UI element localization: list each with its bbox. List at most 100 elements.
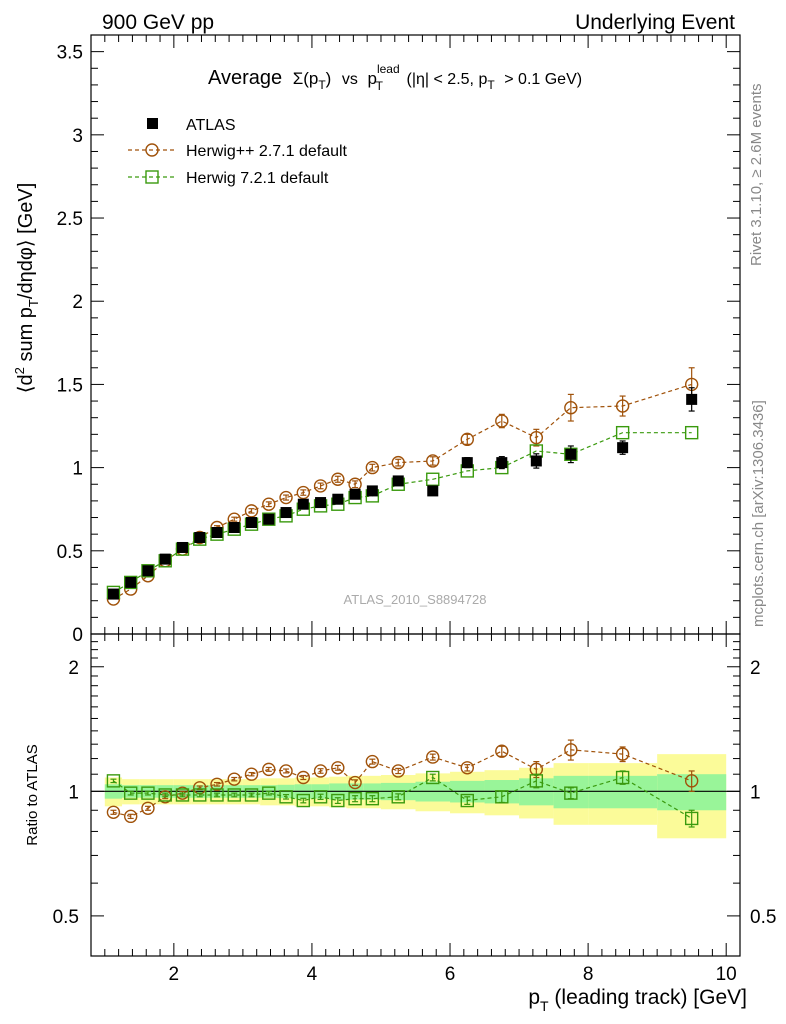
main-point-herwigpp <box>313 479 328 493</box>
ratio-point-herwigpp <box>244 767 259 781</box>
main-panel: 0 0.5 1 1.5 2 2.5 3 3.5 ATLAS_2010_S8894728 Ave… <box>12 34 741 646</box>
main-y-tick-label: 0.5 <box>57 542 83 563</box>
main-point-herwigpp <box>244 504 259 518</box>
main-point-herwigpp <box>564 401 578 415</box>
main-point-atlas <box>142 565 154 577</box>
main-point-herwigpp <box>365 460 380 475</box>
main-point-atlas <box>176 541 188 553</box>
main-point-atlas <box>246 517 258 529</box>
ratio-point-herwigpp <box>460 761 474 775</box>
main-point-atlas <box>211 527 223 539</box>
xlabel-p: p <box>528 986 540 1009</box>
ratio-point-herwigpp <box>106 805 121 819</box>
main-y-tick-label: 1 <box>72 459 83 480</box>
ratio-point-herwig7 <box>106 774 121 788</box>
ratio-x-tick-label: 4 <box>307 964 318 985</box>
title-sigma-sub: T <box>318 78 326 92</box>
ratio-point-herwig7 <box>684 811 699 826</box>
ratio-x-tick-label: 8 <box>583 964 594 985</box>
ratio-point-herwigpp <box>279 764 293 778</box>
main-point-herwigpp <box>426 454 440 468</box>
ratio-frame <box>90 633 741 957</box>
title-average: Average <box>208 67 282 89</box>
ratio-point-herwigpp <box>495 744 509 758</box>
main-point-herwigpp <box>296 485 311 500</box>
main-point-atlas <box>530 455 542 467</box>
ratio-point-herwigpp <box>365 754 380 769</box>
main-point-atlas <box>228 522 240 534</box>
ratio-point-herwigpp <box>331 761 345 775</box>
main-point-atlas <box>461 457 473 469</box>
main-point-herwig7 <box>262 512 276 526</box>
main-point-herwigpp <box>279 490 293 505</box>
ratio-point-herwig7 <box>391 790 405 804</box>
ylabel-a: ⟨d <box>15 374 37 393</box>
main-point-atlas <box>107 588 119 600</box>
watermark: ATLAS_2010_S8894728 <box>344 592 487 607</box>
ratio-point-herwig7 <box>365 791 380 806</box>
main-point-herwigpp <box>348 477 362 491</box>
ratio-point-herwigpp <box>227 772 241 786</box>
ratio-point-herwigpp <box>615 747 630 761</box>
header-left: 900 GeV pp <box>102 11 214 34</box>
ratio-point-herwig7 <box>296 793 311 808</box>
rivet-label: Rivet 3.1.10, ≥ 2.6M events <box>748 84 765 267</box>
main-y-tick-label: 2 <box>72 292 83 313</box>
ratio-point-herwig7 <box>495 790 509 804</box>
ratio-point-herwig7 <box>141 786 155 800</box>
ratio-point-herwigpp <box>296 770 311 785</box>
main-point-atlas <box>194 531 206 543</box>
title-vs: vs <box>342 71 358 88</box>
ratio-point-herwig7 <box>313 790 328 804</box>
ratio-point-herwigpp <box>564 743 578 757</box>
main-point-herwigpp <box>460 432 474 447</box>
ratio-point-herwigpp <box>348 775 362 790</box>
ratio-point-herwig7 <box>426 770 440 785</box>
main-point-herwig7 <box>615 425 630 440</box>
ylabel-b: sum p <box>15 307 37 367</box>
ratio-point-herwig7 <box>193 788 207 802</box>
main-point-atlas <box>686 393 698 405</box>
title-p: p <box>367 69 376 88</box>
main-point-atlas <box>427 485 439 497</box>
main-point-atlas <box>366 485 378 497</box>
title-sigma-close: ) <box>326 69 332 88</box>
header-right: Underlying Event <box>575 11 735 34</box>
ratio-y-tick-label: 2 <box>68 658 79 679</box>
ratio-point-herwigpp <box>210 777 224 791</box>
ratio-point-herwig7 <box>262 786 276 800</box>
ylabel-sub: T <box>26 299 41 307</box>
ratio-point-herwigpp <box>313 764 328 778</box>
mcplots-label: mcplots.cern.ch [arXiv:1306.3436] <box>750 400 767 627</box>
main-point-herwigpp <box>331 472 345 486</box>
ratio-point-herwig7 <box>244 788 259 802</box>
title-cut2: > 0.1 GeV) <box>504 71 582 88</box>
main-point-herwig7 <box>426 472 440 486</box>
ratio-series-line-1 <box>113 776 693 819</box>
main-y-tick-label: 1.5 <box>57 375 83 396</box>
ratio-x-tick-label: 10 <box>716 964 737 985</box>
main-point-atlas <box>280 507 292 519</box>
ratio-point-herwig7 <box>331 793 345 808</box>
main-title: Average Σ(pT) vs plead T (|η| < 2.5, pT >… <box>208 62 582 95</box>
main-point-herwig7 <box>123 575 138 590</box>
title-p-sup: lead <box>377 62 400 76</box>
ratio-point-herwig7 <box>175 788 190 802</box>
legend-herwig7-marker <box>145 170 159 184</box>
ratio-point-herwigpp <box>684 774 699 788</box>
ratio-x-tick-label: 2 <box>169 964 180 985</box>
main-y-tick-label: 3.5 <box>57 43 83 64</box>
main-point-herwigpp <box>391 455 405 470</box>
main-point-herwigpp <box>529 430 544 445</box>
ratio-point-herwig7 <box>615 770 630 785</box>
main-y-tick-label: 2.5 <box>57 209 83 230</box>
main-point-herwig7 <box>684 425 699 440</box>
main-point-atlas <box>392 475 404 487</box>
xlabel-rest: (leading track) [GeV] <box>549 986 747 1009</box>
main-point-herwigpp <box>495 414 509 428</box>
ratio-point-herwig7 <box>123 786 138 800</box>
ratio-point-herwig7 <box>460 793 474 808</box>
main-point-atlas <box>496 457 508 469</box>
ratio-y-axis-label: Ratio to ATLAS <box>24 744 41 845</box>
legend-atlas-marker <box>147 118 158 129</box>
